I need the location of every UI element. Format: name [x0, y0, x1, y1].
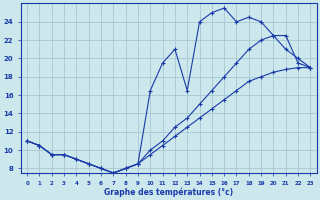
X-axis label: Graphe des températures (°c): Graphe des températures (°c) [104, 187, 233, 197]
